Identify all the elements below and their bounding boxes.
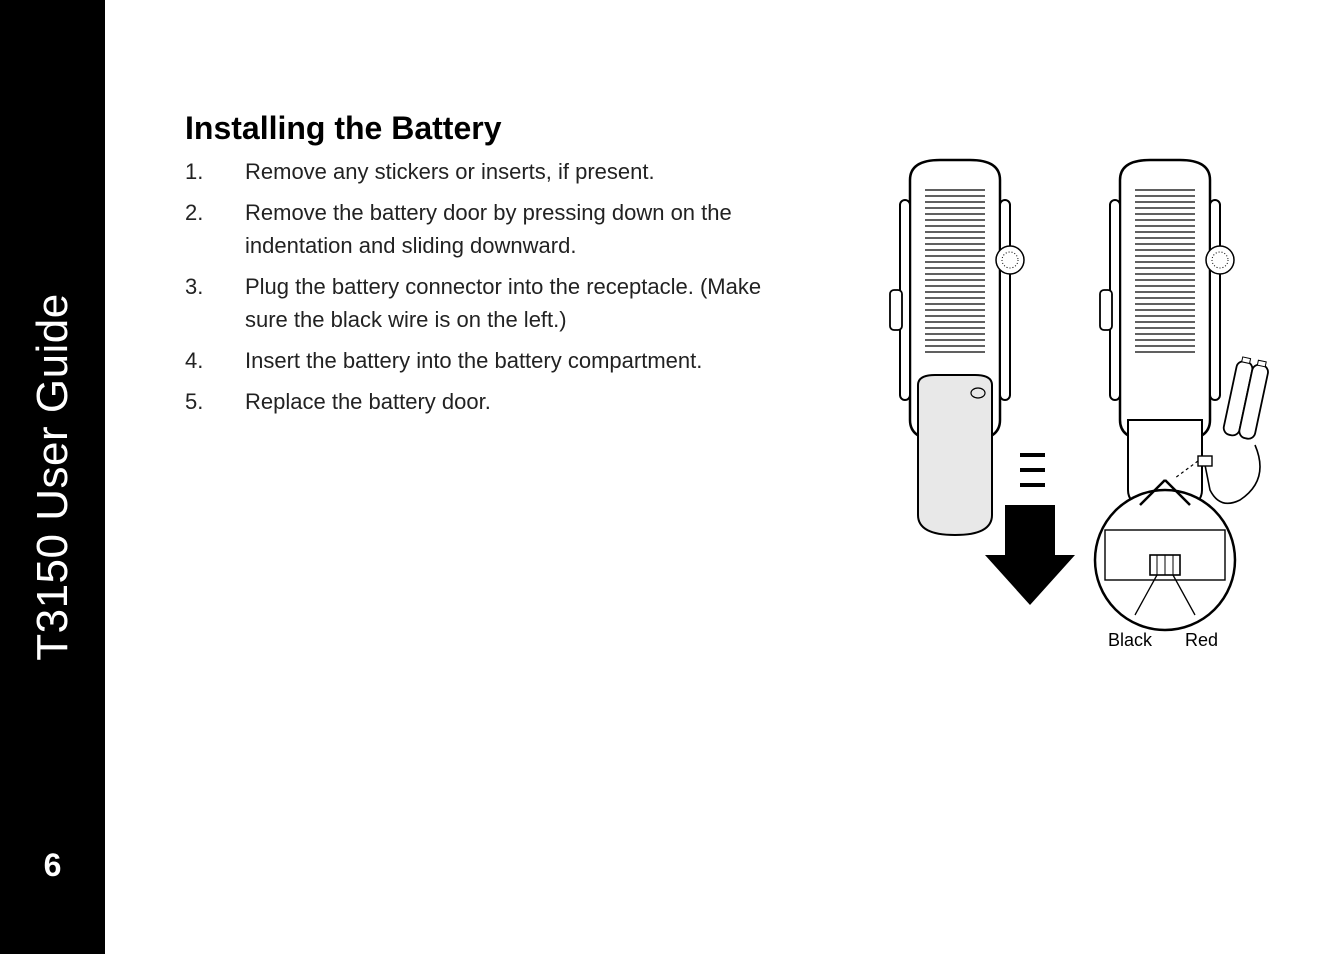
label-black: Black [1108, 630, 1152, 651]
radio-right [1095, 160, 1270, 630]
sidebar: T3150 User Guide 6 [0, 0, 105, 954]
label-red: Red [1185, 630, 1218, 651]
step-number: 3. [185, 270, 245, 336]
step-item: 4. Insert the battery into the battery c… [185, 344, 805, 377]
step-item: 3. Plug the battery connector into the r… [185, 270, 805, 336]
step-text: Remove the battery door by pressing down… [245, 196, 805, 262]
step-number: 4. [185, 344, 245, 377]
battery-illustration: Black Red [860, 140, 1290, 700]
step-text: Remove any stickers or inserts, if prese… [245, 155, 805, 188]
step-item: 1. Remove any stickers or inserts, if pr… [185, 155, 805, 188]
radio-left [890, 160, 1075, 605]
page-number: 6 [0, 847, 105, 884]
radio-diagram-svg [860, 140, 1290, 700]
page-root: T3150 User Guide 6 Installing the Batter… [0, 0, 1330, 954]
step-number: 2. [185, 196, 245, 262]
step-number: 1. [185, 155, 245, 188]
content-area: Installing the Battery 1. Remove any sti… [105, 0, 1330, 954]
step-text: Plug the battery connector into the rece… [245, 270, 805, 336]
step-item: 5. Replace the battery door. [185, 385, 805, 418]
step-item: 2. Remove the battery door by pressing d… [185, 196, 805, 262]
sidebar-title: T3150 User Guide [28, 293, 78, 661]
step-number: 5. [185, 385, 245, 418]
steps-list: 1. Remove any stickers or inserts, if pr… [185, 155, 805, 418]
step-text: Insert the battery into the battery comp… [245, 344, 805, 377]
step-text: Replace the battery door. [245, 385, 805, 418]
